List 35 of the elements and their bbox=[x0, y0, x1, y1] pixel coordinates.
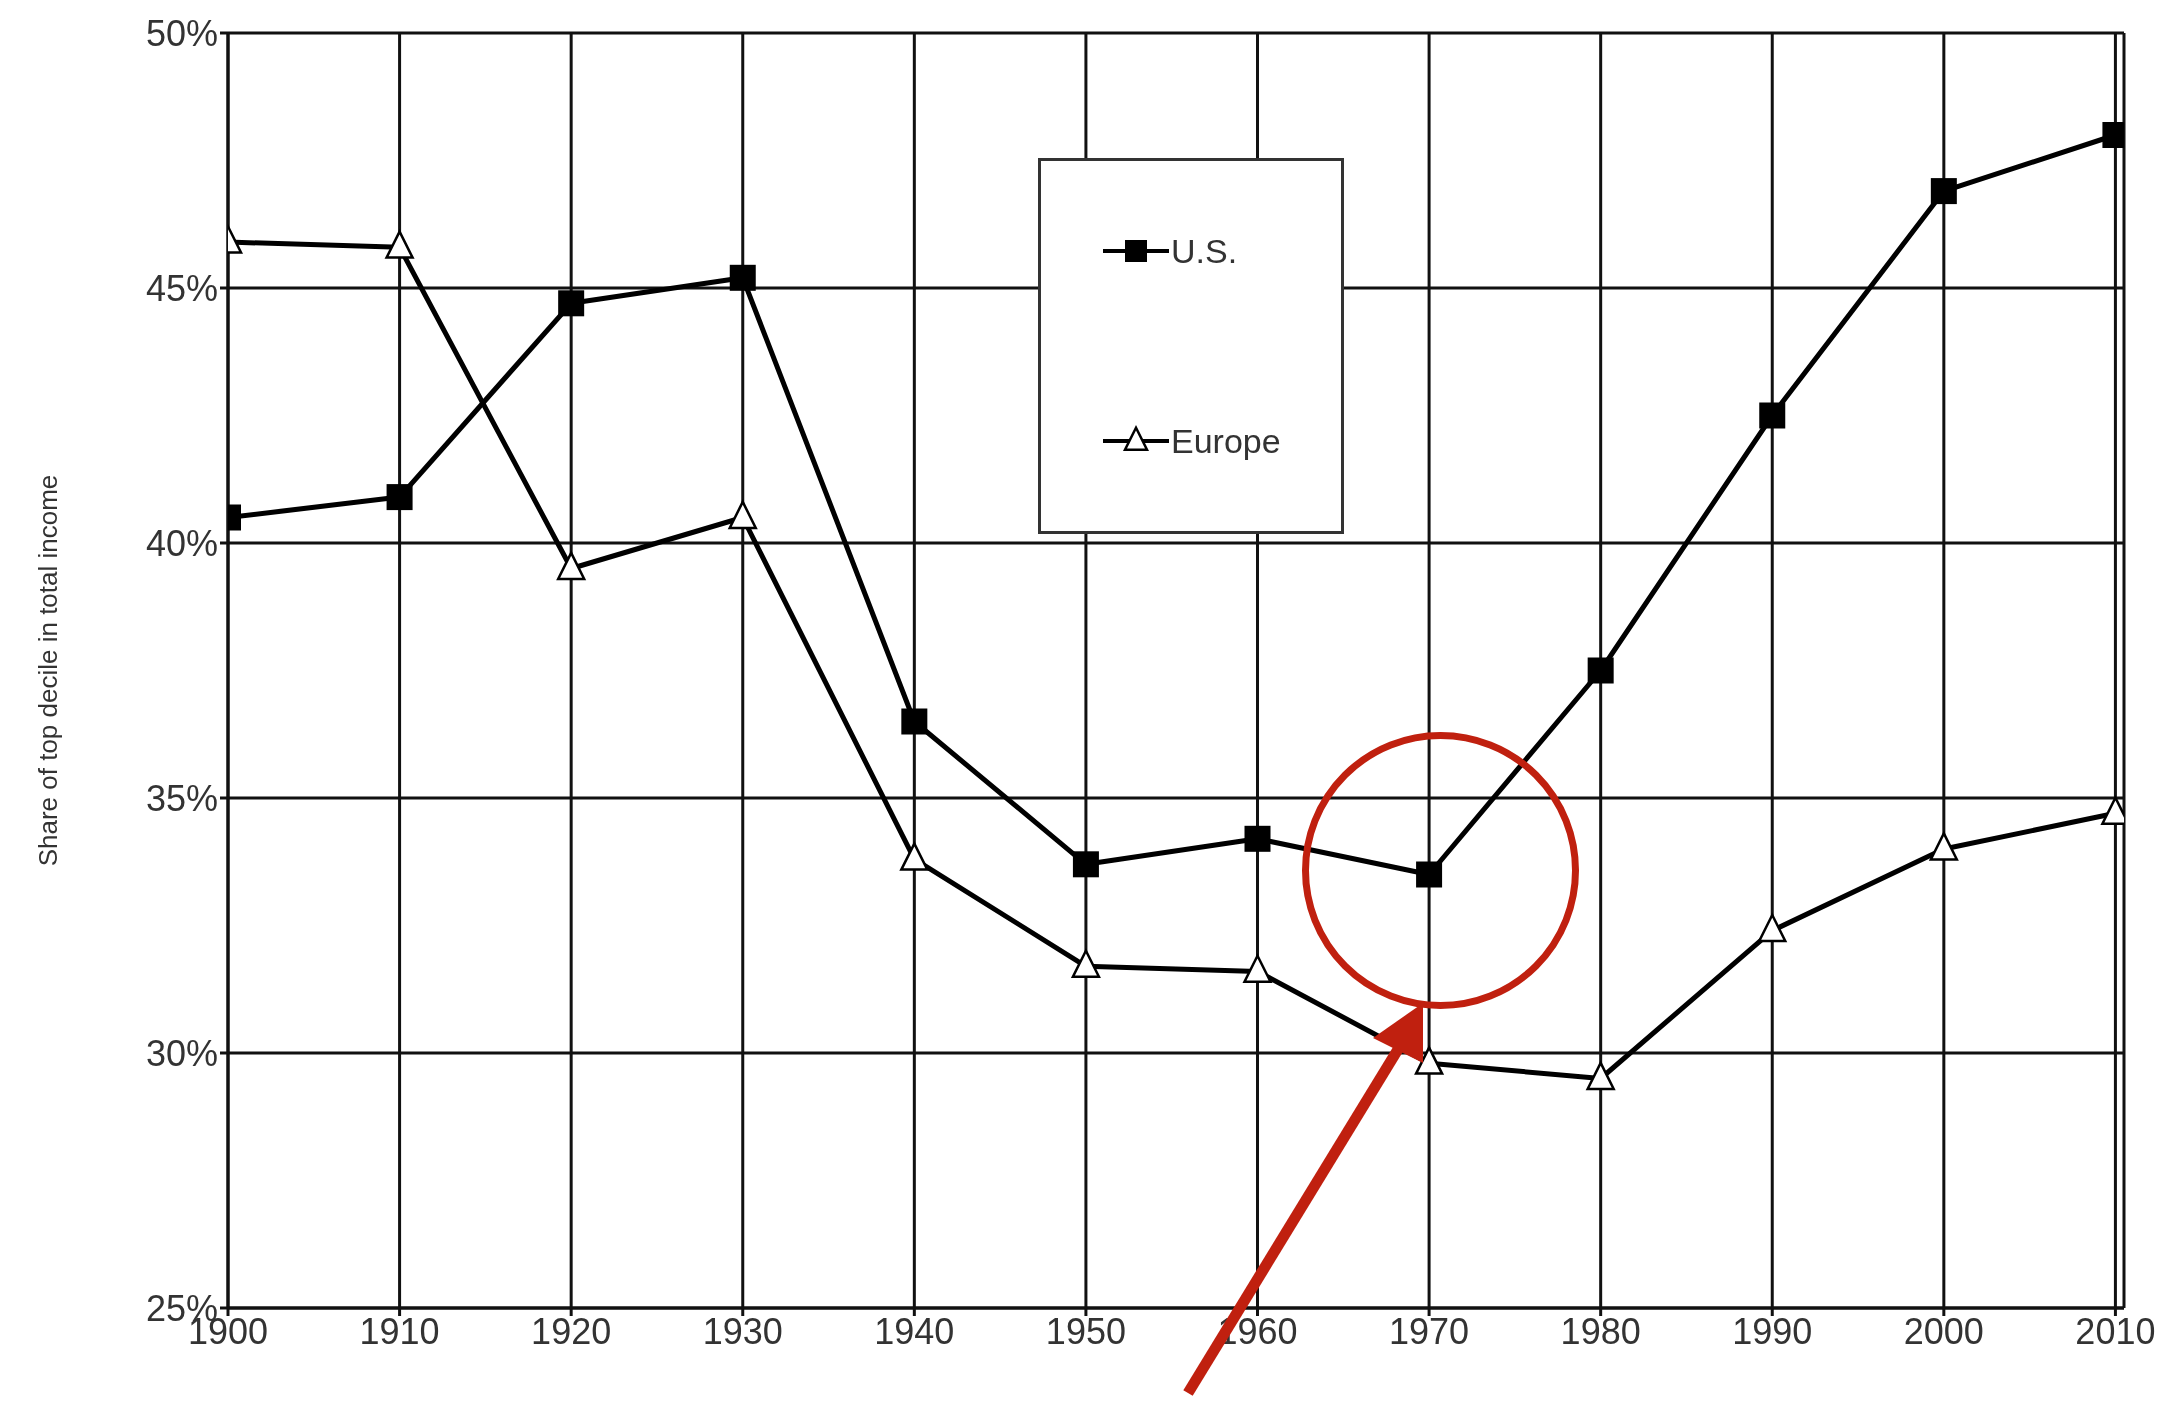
point bbox=[1071, 949, 1101, 978]
x-tick-label: 1910 bbox=[359, 1310, 440, 1352]
y-axis-title: Share of top decile in total income bbox=[33, 474, 64, 867]
point bbox=[1758, 913, 1787, 943]
point bbox=[1414, 1046, 1444, 1075]
point bbox=[1586, 1061, 1615, 1091]
y-tick-label: 40% bbox=[145, 522, 218, 564]
point bbox=[1759, 402, 1786, 429]
point bbox=[1929, 832, 1959, 861]
x-tick-label: 2000 bbox=[1903, 1310, 1984, 1352]
x-tick-label: 1970 bbox=[1389, 1310, 1470, 1352]
point bbox=[1244, 825, 1271, 852]
point bbox=[901, 708, 928, 735]
point bbox=[729, 264, 756, 291]
legend-label: U.S. bbox=[1171, 231, 1238, 271]
x-tick-label: 2010 bbox=[2075, 1310, 2156, 1352]
y-tick-label: 30% bbox=[145, 1032, 218, 1074]
point bbox=[1930, 178, 1957, 205]
x-tick-label: 1930 bbox=[702, 1310, 783, 1352]
x-tick-label: 1920 bbox=[531, 1310, 612, 1352]
x-tick-label: 1950 bbox=[1045, 1310, 1126, 1352]
y-tick-label: 50% bbox=[145, 12, 218, 54]
point bbox=[728, 500, 757, 530]
y-tick-label: 45% bbox=[145, 267, 218, 309]
x-tick-label: 1980 bbox=[1560, 1310, 1641, 1352]
point bbox=[558, 290, 585, 317]
point bbox=[556, 551, 586, 581]
x-tick-label: 1940 bbox=[874, 1310, 955, 1352]
point bbox=[1243, 954, 1272, 984]
y-tick-label: 35% bbox=[145, 777, 218, 819]
point bbox=[386, 484, 413, 511]
point bbox=[900, 842, 929, 871]
x-tick-label: 1990 bbox=[1732, 1310, 1813, 1352]
legend-label: Europe bbox=[1171, 421, 1281, 461]
point bbox=[1587, 657, 1614, 684]
